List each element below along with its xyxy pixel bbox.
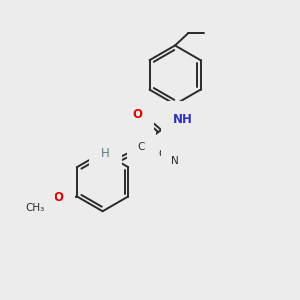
Text: H: H <box>101 147 110 160</box>
Text: NH: NH <box>173 113 193 126</box>
Text: C: C <box>138 142 145 152</box>
Text: O: O <box>53 191 64 205</box>
Text: CH₃: CH₃ <box>26 203 45 213</box>
Text: N: N <box>171 157 179 166</box>
Text: C: C <box>158 149 166 159</box>
Text: O: O <box>133 108 142 121</box>
